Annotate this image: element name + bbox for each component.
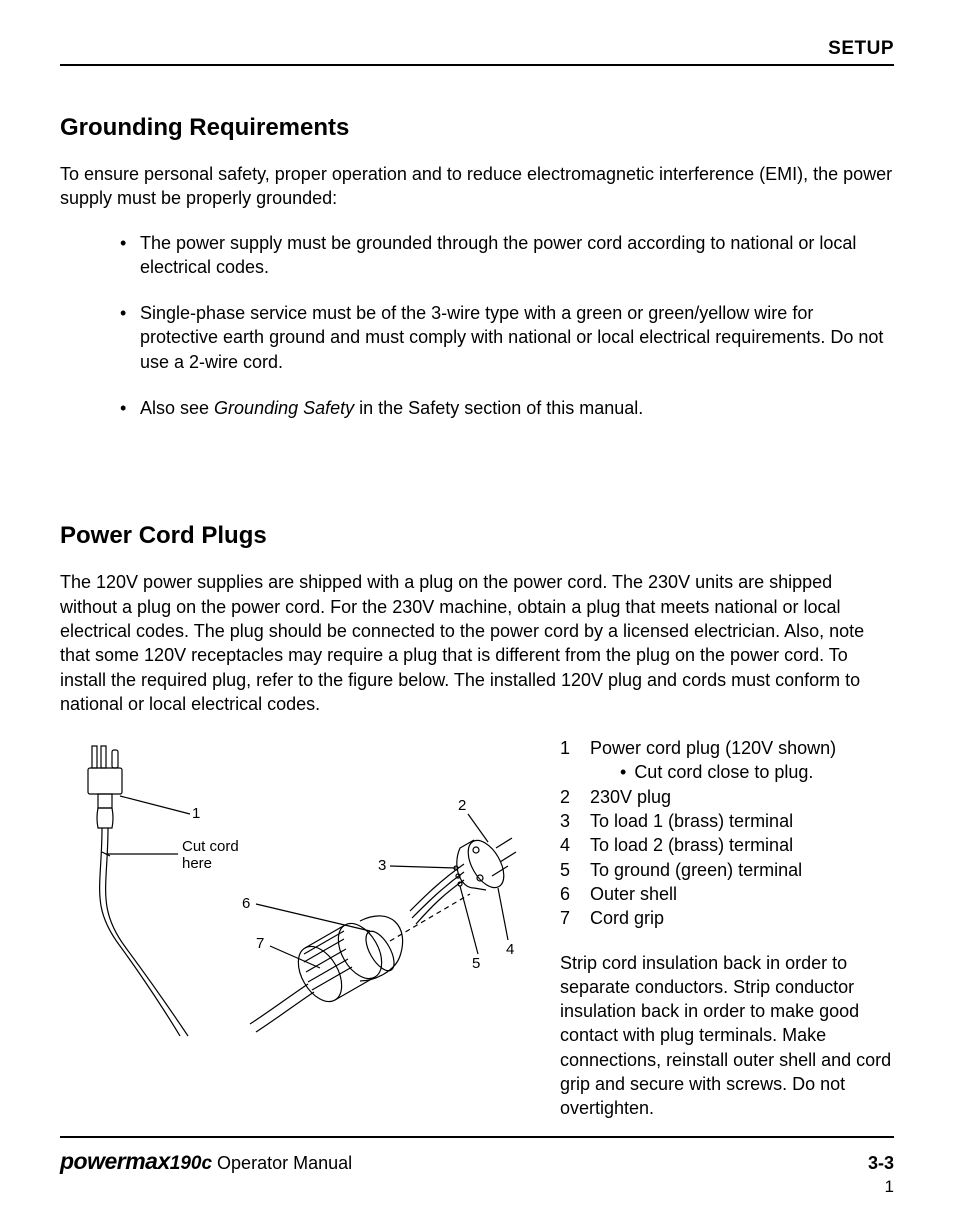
footer-rule (60, 1136, 894, 1138)
legend-list: 1 Power cord plug (120V shown) Cut cord … (560, 736, 894, 930)
legend-item: 1 Power cord plug (120V shown) Cut cord … (560, 736, 894, 785)
footer-line: powermax190c Operator Manual 3-3 (60, 1148, 894, 1175)
footer-brand: powermax (60, 1148, 170, 1174)
callout-3: 3 (378, 857, 386, 874)
callout-2: 2 (458, 797, 466, 814)
footer-page-number: 3-3 (868, 1153, 894, 1174)
legend-num: 3 (560, 809, 574, 833)
grounding-bullet-list: The power supply must be grounded throug… (120, 231, 894, 421)
page-footer: powermax190c Operator Manual 3-3 1 (60, 1136, 894, 1197)
footer-left: powermax190c Operator Manual (60, 1148, 352, 1175)
legend-sublist: Cut cord close to plug. (590, 760, 836, 784)
legend-item: 3 To load 1 (brass) terminal (560, 809, 894, 833)
cut-cord-label-1: Cut cord (182, 838, 239, 855)
legend-item: 2 230V plug (560, 785, 894, 809)
legend-item: 5 To ground (green) terminal (560, 858, 894, 882)
legend-item: 4 To load 2 (brass) terminal (560, 833, 894, 857)
figure-legend: 1 Power cord plug (120V shown) Cut cord … (560, 736, 894, 1120)
bullet3-suffix: in the Safety section of this manual. (354, 398, 643, 418)
legend-text: To load 1 (brass) terminal (590, 809, 793, 833)
list-item: The power supply must be grounded throug… (120, 231, 894, 280)
page-header: SETUP (60, 38, 894, 66)
list-item: Also see Grounding Safety in the Safety … (120, 396, 894, 420)
bullet3-prefix: Also see (140, 398, 214, 418)
footer-subpage: 1 (60, 1177, 894, 1197)
callout-4: 4 (506, 941, 514, 958)
list-item: Single-phase service must be of the 3-wi… (120, 301, 894, 374)
legend-num: 1 (560, 736, 574, 785)
legend-num: 2 (560, 785, 574, 809)
legend-subitem: Cut cord close to plug. (620, 760, 836, 784)
legend-text: 230V plug (590, 785, 671, 809)
legend-text-wrap: Power cord plug (120V shown) Cut cord cl… (590, 736, 836, 785)
page: SETUP Grounding Requirements To ensure p… (0, 0, 954, 1227)
footer-manual: Operator Manual (212, 1153, 352, 1173)
legend-text: Cord grip (590, 906, 664, 930)
spacer (60, 442, 894, 522)
figure-row: 1 Cut cord here (60, 736, 894, 1120)
grounding-intro: To ensure personal safety, proper operat… (60, 162, 894, 211)
power-cord-heading: Power Cord Plugs (60, 522, 894, 550)
legend-num: 5 (560, 858, 574, 882)
figure-diagram: 1 Cut cord here (60, 736, 520, 1051)
footer-model: 190c (170, 1153, 212, 1174)
grounding-heading: Grounding Requirements (60, 114, 894, 142)
legend-text: To load 2 (brass) terminal (590, 833, 793, 857)
callout-6: 6 (242, 895, 250, 912)
callout-1: 1 (192, 805, 200, 822)
plug-diagram-svg: 1 Cut cord here (60, 736, 520, 1046)
legend-item: 7 Cord grip (560, 906, 894, 930)
legend-text: Power cord plug (120V shown) (590, 738, 836, 758)
legend-num: 7 (560, 906, 574, 930)
callout-5: 5 (472, 955, 480, 972)
legend-num: 4 (560, 833, 574, 857)
legend-num: 6 (560, 882, 574, 906)
legend-text: Outer shell (590, 882, 677, 906)
legend-note: Strip cord insulation back in order to s… (560, 951, 894, 1121)
legend-text: To ground (green) terminal (590, 858, 802, 882)
legend-item: 6 Outer shell (560, 882, 894, 906)
callout-7: 7 (256, 935, 264, 952)
power-cord-para: The 120V power supplies are shipped with… (60, 570, 894, 716)
header-section-label: SETUP (828, 38, 894, 59)
cut-cord-label-2: here (182, 855, 212, 872)
bullet3-italic: Grounding Safety (214, 398, 354, 418)
